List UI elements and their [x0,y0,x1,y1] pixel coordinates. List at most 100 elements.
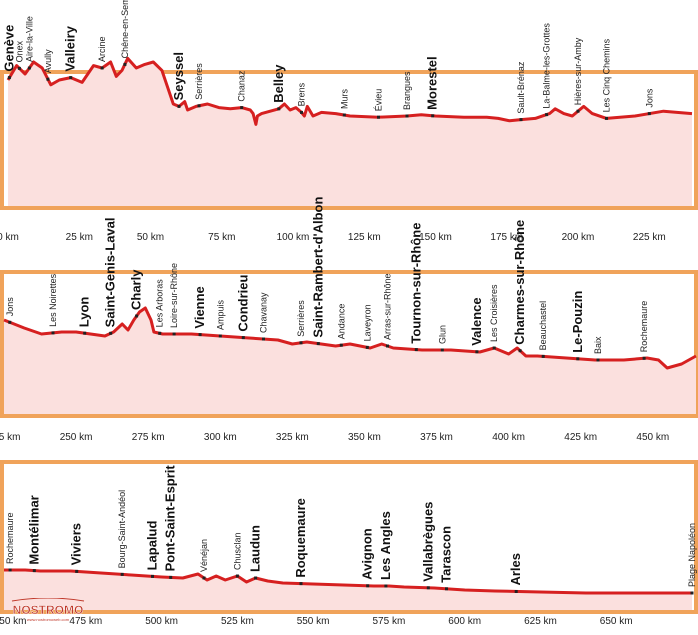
place-label: Pont-Saint-Esprit [163,465,178,572]
x-tick-label: 450 km [0,616,26,627]
x-tick-label: 500 km [145,616,178,627]
place-label: Rochemaure [5,512,15,564]
x-tick-label: 100 km [277,232,310,243]
x-tick-label: 375 km [420,432,453,443]
place-marker [690,591,694,595]
profile-line [3,306,697,370]
x-tick-label: 125 km [348,232,381,243]
place-marker [109,331,113,335]
x-tick-label: 550 km [297,616,330,627]
place-label: Belley [271,64,286,103]
place-marker [46,77,50,81]
place-label: Chêne-en-Semine [120,0,130,58]
place-label: Tournon-sur-Rhône [408,223,423,344]
place-label: Saint-Genis-Laval [103,217,118,327]
logo-name: NOSTROMO [13,603,84,617]
place-label: Arles [508,553,523,586]
place-marker [366,584,370,588]
x-tick-label: 650 km [600,616,633,627]
place-marker [27,66,31,70]
place-marker [17,66,21,70]
place-marker [32,569,36,573]
place-marker [8,568,12,572]
place-label: Vallabrègues [420,502,435,582]
place-marker [7,76,11,80]
place-label: Tarascon [439,526,454,583]
place-label: Lyon [77,297,92,328]
place-marker [151,574,154,578]
place-marker [365,345,369,349]
place-label: Charmes-sur-Rhône [512,220,527,345]
place-label: Arras-sur-Rhône [383,273,393,340]
place-label: Avully [43,49,53,73]
place-label: Serrières [296,300,306,337]
x-tick-label: 25 km [66,232,93,243]
x-tick-label: 250 km [60,432,93,443]
place-label: Serrières [194,63,204,100]
place-label: Évieu [374,89,384,112]
place-marker [475,350,479,354]
place-marker [545,113,549,117]
x-tick-label: 175 km [490,232,523,243]
place-label: Lapalud [145,521,160,571]
place-marker [100,66,104,70]
profile-line [4,568,692,595]
place-label: Avignon [360,528,375,580]
place-marker [262,337,265,341]
x-tick-label: 450 km [636,432,669,443]
x-tick-label: 350 km [348,432,381,443]
place-label: Condrieu [235,274,250,331]
x-tick-label: 475 km [69,616,102,627]
place-marker [277,107,281,111]
nostromo-logo: NOSTROMO www.nostromoweb.com [4,597,92,626]
place-marker [384,584,388,588]
place-label: Aire-la-Ville [24,16,34,62]
place-marker [377,115,380,119]
place-marker [8,320,12,324]
place-marker [69,76,73,80]
place-label: Les Angles [378,511,393,580]
place-label: Laveyron [362,304,372,341]
place-label: Les Arboras [155,279,165,328]
place-marker [51,331,55,335]
place-marker [158,331,162,335]
x-tick-label: 50 km [137,232,164,243]
place-marker [235,574,239,578]
place-label: Andance [336,304,346,340]
place-marker [75,569,79,573]
place-label: Jons [644,88,654,108]
place-label: Valleiry [63,25,78,71]
place-label: Plage Napoléon [687,523,697,587]
place-marker [202,576,206,580]
place-marker [241,336,245,340]
place-marker [596,358,600,362]
x-tick-label: 75 km [208,232,235,243]
place-marker [440,348,444,352]
place-label: Viviers [69,523,84,565]
place-label: La-Balme-les-Grottes [542,23,552,109]
place-marker [120,572,124,576]
place-marker [198,333,202,337]
place-marker [240,106,244,110]
place-marker [83,331,87,335]
place-label: Montélimar [26,495,41,564]
place-label: Arcine [97,36,107,62]
place-marker [197,104,201,108]
place-marker [316,342,320,346]
x-tick-label: 200 km [562,232,595,243]
place-label: Les Noirettes [48,273,58,327]
place-label: Hières-sur-Amby [573,37,583,105]
place-label: Brangues [402,71,412,110]
place-marker [342,113,346,117]
logo-graphic: NOSTROMO www.nostromoweb.com [11,597,85,622]
place-label: Baix [593,336,603,354]
x-tick-label: 625 km [524,616,557,627]
place-marker [254,576,258,580]
place-label: Glun [437,325,447,344]
place-marker [300,110,303,114]
place-label: Vénéjan [199,539,209,572]
place-marker [605,116,608,120]
x-tick-label: 300 km [204,432,237,443]
